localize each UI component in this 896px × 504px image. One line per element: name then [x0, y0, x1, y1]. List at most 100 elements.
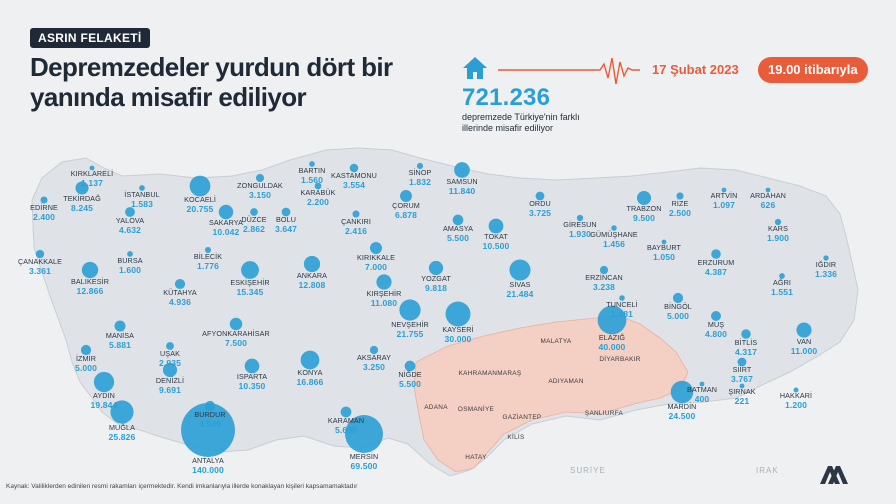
city-bubble-53 — [796, 322, 812, 338]
city-value: 1.600 — [118, 264, 142, 275]
city-bubble-21 — [452, 214, 464, 226]
city-label: HAKKARİ 1.200 — [780, 392, 812, 411]
city-value: 7.500 — [224, 338, 248, 349]
city-bubble-3 — [139, 185, 145, 191]
city-label: İZMİR 5.000 — [74, 354, 98, 374]
city-label: RİZE 2.500 — [669, 199, 691, 218]
city-label: ERZURUM 4.387 — [698, 258, 735, 277]
city-name: ELAZIĞ — [598, 333, 626, 343]
city-label: AĞRI 1.551 — [771, 277, 793, 297]
city-value: 16.866 — [296, 377, 324, 388]
city-value: 3.150 — [248, 190, 272, 201]
city-bubble-28 — [774, 218, 782, 226]
city-name: TUNCELİ — [606, 299, 638, 309]
city-name: UŞAK — [160, 348, 180, 358]
city-bubble-62 — [699, 381, 705, 387]
city-name: İZMİR — [75, 354, 97, 364]
city-label: ESKİŞEHİR 15.345 — [230, 278, 269, 297]
quake-province-label: DİYARBAKIR — [599, 356, 641, 363]
city-bubble-19 — [352, 210, 360, 218]
city-bubble-70 — [345, 415, 383, 453]
city-value: 5.000 — [74, 363, 98, 374]
city-name: KIRŞEHİR — [366, 288, 402, 298]
city-name: YALOVA — [115, 215, 145, 225]
city-value: 10.500 — [482, 241, 510, 252]
city-name: ARDAHAN — [750, 191, 786, 201]
city-name: MERSİN — [349, 451, 379, 461]
city-bubble-8 — [250, 208, 258, 216]
city-label: TRABZON 9.500 — [626, 205, 661, 224]
city-name: GÜMÜŞHANE — [590, 229, 638, 239]
city-label: ELAZIĞ 40.000 — [598, 333, 626, 353]
city-value: 5.881 — [108, 339, 132, 350]
city-label: KARS 1.900 — [767, 225, 789, 244]
city-value: 5.600 — [334, 425, 357, 436]
city-label: ANKARA 12.808 — [297, 272, 327, 291]
city-name: MUŞ — [707, 319, 725, 329]
city-label: TUNCELİ 1.481 — [606, 299, 638, 319]
city-value: 2.200 — [306, 197, 329, 208]
city-label: BİTLİS 4.317 — [734, 337, 758, 357]
city-name: MANİSA — [105, 330, 135, 340]
city-value: 24.500 — [668, 411, 696, 422]
city-bubble-42 — [376, 274, 392, 290]
city-bubble-13 — [349, 163, 359, 173]
city-bubble-1 — [40, 196, 48, 204]
city-label: DÜZCE 2.862 — [241, 214, 267, 234]
city-name: TOKAT — [484, 232, 508, 242]
city-value: 3.725 — [528, 208, 552, 219]
city-label: KIRIKKALE 7.000 — [357, 254, 395, 273]
city-bubble-59 — [369, 345, 379, 355]
city-value: 12.808 — [298, 280, 326, 291]
city-value: 1.930 — [568, 229, 592, 240]
city-label: NİĞDE 5.500 — [398, 371, 422, 390]
city-value: 9.500 — [632, 213, 656, 224]
city-name: BİTLİS — [734, 337, 758, 347]
city-bubble-57 — [244, 358, 260, 374]
city-bubble-54 — [741, 329, 751, 339]
quake-province-label: GAZİANTEP — [502, 414, 542, 421]
category-tag: ASRIN FELAKETİ — [30, 28, 150, 48]
city-label: DENİZLİ 9.691 — [156, 377, 184, 396]
city-label: TEKİRDAĞ 8.245 — [63, 194, 101, 213]
city-value: 5.500 — [398, 379, 422, 390]
city-bubble-0 — [89, 165, 95, 171]
city-name: AĞRI — [773, 277, 791, 287]
city-label: SİVAS 21.484 — [507, 279, 534, 299]
city-label: ERZİNCAN 3.238 — [585, 274, 623, 293]
city-label: KIRKLARELİ 1.137 — [71, 170, 114, 189]
city-label: ORDU 3.725 — [528, 200, 552, 219]
city-value: 4.800 — [704, 328, 728, 339]
city-value: 2.400 — [32, 211, 56, 222]
city-bubble-43 — [399, 299, 421, 321]
city-name: BAYBURT — [647, 243, 681, 253]
city-bubble-2 — [75, 181, 89, 195]
city-value: 2.935 — [158, 357, 182, 368]
date-label: 17 Şubat 2023 — [652, 62, 739, 77]
city-name: DÜZCE — [241, 214, 267, 224]
city-value: 3.647 — [274, 224, 298, 235]
city-name: SİVAS — [509, 279, 531, 289]
city-bubble-38 — [428, 260, 444, 276]
city-label: KOCAELİ 20.755 — [184, 196, 216, 215]
city-name: AFYONKARAHİSAR — [202, 329, 270, 339]
city-value: 11.000 — [790, 345, 818, 356]
city-bubble-33 — [611, 225, 617, 231]
city-value: 2.862 — [242, 223, 266, 234]
quake-province-label: KİLİS — [507, 434, 525, 441]
city-label: UŞAK 2.935 — [158, 348, 182, 368]
city-value: 10.350 — [238, 381, 266, 392]
city-name: BURSA — [117, 255, 143, 265]
city-name: EDİRNE — [30, 202, 58, 212]
city-bubble-24 — [636, 190, 652, 206]
city-value: 25.826 — [108, 431, 136, 442]
city-value: 140.000 — [192, 464, 224, 475]
city-name: ISPARTA — [236, 372, 268, 382]
city-value: 11.080 — [370, 297, 398, 308]
city-label: SİNOP 1.832 — [409, 169, 432, 188]
city-bubble-64 — [793, 387, 799, 393]
city-bubble-61 — [737, 357, 747, 367]
city-name: KAYSERİ — [442, 325, 474, 335]
city-name: SAMSUN — [446, 176, 478, 186]
quake-province-label: ŞANLIURFA — [584, 410, 624, 417]
